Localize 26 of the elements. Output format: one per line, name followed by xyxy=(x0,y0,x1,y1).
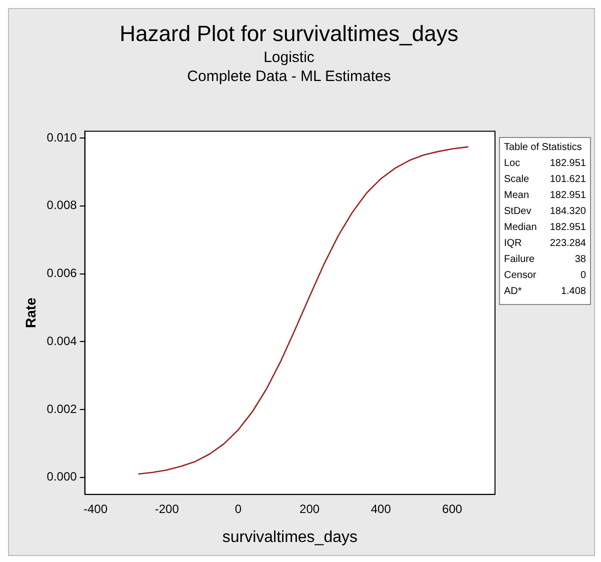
x-tick-label: 0 xyxy=(234,502,242,516)
x-tick-label: 600 xyxy=(442,502,463,516)
text: Median 182.951 xyxy=(504,222,586,233)
y-tick-label: 0.006 xyxy=(46,266,78,280)
x-axis-title: survivaltimes_days xyxy=(222,528,358,546)
chart-subtitle: Logistic Complete Data - ML Estimates xyxy=(186,49,392,85)
y-tick-label: 0.004 xyxy=(46,334,78,348)
y-tick-label: 0.008 xyxy=(46,198,78,212)
text: Loc 182.951 xyxy=(504,158,586,169)
text: Censor 0 xyxy=(504,270,586,281)
x-tick-label: -400 xyxy=(84,502,108,516)
y-tick-label: 0.010 xyxy=(46,130,78,144)
text: IQR 223.284 xyxy=(504,238,586,249)
text: StDev 184.320 xyxy=(504,206,586,217)
x-tick-label: 200 xyxy=(300,502,320,516)
text: Mean 182.951 xyxy=(504,190,586,201)
y-tick-label: 0.000 xyxy=(46,470,78,484)
y-tick-label: 0.002 xyxy=(46,402,78,416)
x-tick-label: 400 xyxy=(370,502,392,516)
text: Failure 38 xyxy=(504,254,586,265)
y-axis-title: Rate xyxy=(22,297,38,328)
text: Scale 101.621 xyxy=(504,174,586,185)
text: AD* 1.408 xyxy=(504,286,586,297)
text: Table of Statistics xyxy=(504,142,583,153)
chart-title: Hazard Plot for survivaltimes_days xyxy=(118,21,460,47)
x-tick-label: -200 xyxy=(154,502,180,516)
